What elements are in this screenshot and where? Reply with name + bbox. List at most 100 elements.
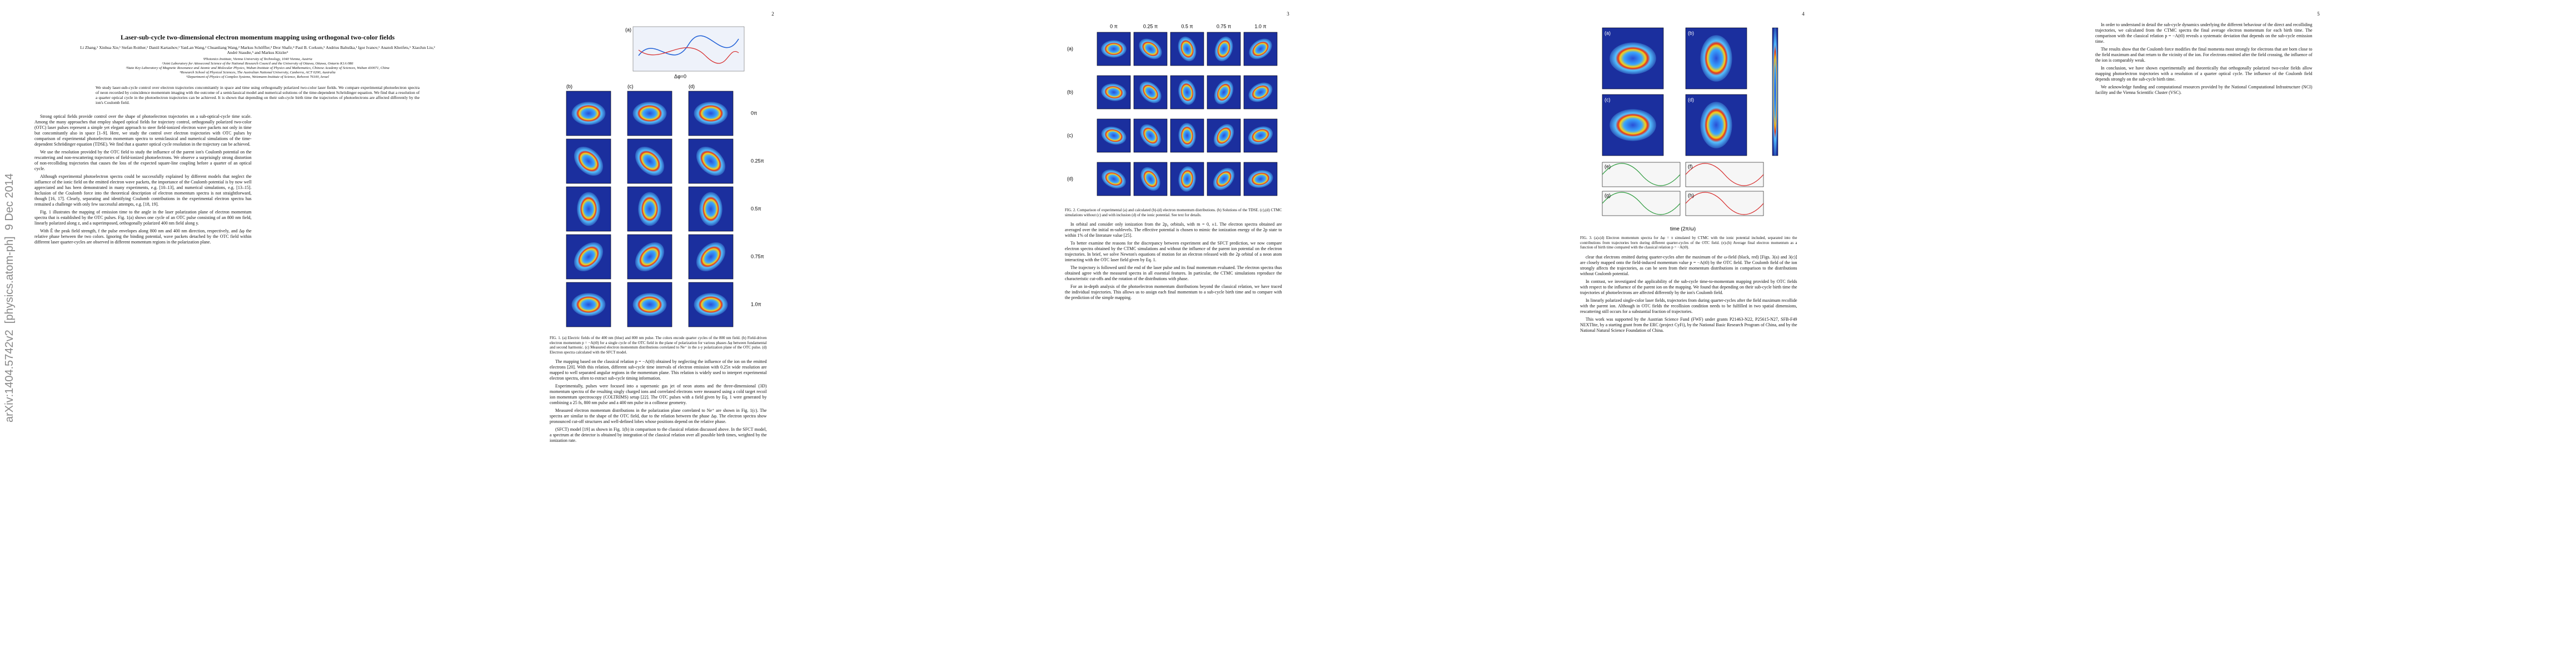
authors: Li Zhang,¹ Xinhua Xie,¹ Stefan Roither,¹… xyxy=(80,45,435,55)
momentum-map xyxy=(1243,118,1278,153)
paragraph: With Ê the peak field strength, f the pu… xyxy=(34,228,252,245)
momentum-map xyxy=(627,282,672,327)
map-distribution xyxy=(571,102,606,125)
map-distribution xyxy=(635,146,665,176)
map-distribution xyxy=(1700,102,1732,148)
momentum-map xyxy=(1170,75,1204,109)
momentum-map xyxy=(566,91,611,136)
affiliation: ⁴Research School of Physical Sciences, T… xyxy=(180,71,336,74)
figure-3: (a) (b) (c) (d) (e) (f) (g) (h) time (2π/ω) FIG. … xyxy=(1580,22,1797,250)
map-distribution xyxy=(694,102,728,125)
panel-label: (a) xyxy=(1605,30,1611,36)
page-2: 2 (a) Δφ=0 (b) (c) (d) 0π 0.25π 0.5π 0.75π 1.0π FI… xyxy=(515,0,1030,667)
phase-label: Δφ=0 xyxy=(674,73,686,79)
panel-label: (b) xyxy=(566,83,572,89)
colorbar xyxy=(1772,27,1778,156)
panel-label: (g) xyxy=(1605,192,1611,198)
momentum-map xyxy=(1133,162,1168,196)
page-3: 3 0 π 0.25 π 0.5 π 0.75 π 1.0 π (a) (b) (c) (d) F… xyxy=(1030,0,1546,667)
momentum-map xyxy=(1097,162,1131,196)
momentum-map xyxy=(1097,118,1131,153)
map-distribution xyxy=(694,293,728,316)
panel-label: (d) xyxy=(1688,97,1694,102)
page-4: 4 (a) (b) (c) (d) (e) (f) (g) (h) time (2π/ω) FIG… xyxy=(1546,0,2061,667)
abstract: We study laser-sub-cycle control over el… xyxy=(96,85,420,105)
map-distribution xyxy=(1248,170,1273,188)
map-distribution xyxy=(1213,124,1234,147)
figure-3-plot: (a) (b) (c) (d) (e) (f) (g) (h) time (2π/ω) xyxy=(1602,27,1778,231)
page-1: arXiv:1404.5742v2 [physics.atom-ph] 9 De… xyxy=(0,0,515,667)
momentum-map xyxy=(627,91,672,136)
affiliation: ³State Key Laboratory of Magnetic Resona… xyxy=(126,66,390,70)
map-distribution xyxy=(1140,167,1160,191)
paragraph: (SFCT) model [19] as shown in Fig. 1(b) … xyxy=(550,427,767,443)
momentum-map xyxy=(688,138,734,184)
field-curve xyxy=(638,35,739,56)
momentum-map xyxy=(1243,75,1278,109)
paragraph: The trajectory is followed until the end… xyxy=(1065,265,1282,281)
paragraph: We acknowledge funding and computational… xyxy=(2095,84,2313,95)
phase-label: 0.5 π xyxy=(1181,23,1193,29)
momentum-map xyxy=(1133,118,1168,153)
map-distribution xyxy=(1178,123,1196,148)
page-number: 5 xyxy=(2317,11,2320,17)
panel-label: (h) xyxy=(1688,192,1694,198)
paragraph: clear that electrons emitted during quar… xyxy=(1580,254,1797,276)
map-distribution xyxy=(1101,83,1127,101)
momentum-map xyxy=(1207,118,1241,153)
row-label: (b) xyxy=(1067,89,1073,94)
momentum-map xyxy=(627,186,672,232)
figure-1-plot: (a) Δφ=0 (b) (c) (d) 0π 0.25π 0.5π 0.75π 1.0π xyxy=(566,26,764,327)
paragraph: Strong optical fields provide control ov… xyxy=(34,114,252,147)
paragraph: In linearly polarized single-color laser… xyxy=(1580,297,1797,314)
row-label: (a) xyxy=(1067,46,1073,51)
body-text: In order to understand in detail the sub… xyxy=(2095,22,2542,645)
affiliations: ¹Photonics Institute, Vienna University … xyxy=(34,57,481,79)
map-distribution xyxy=(635,242,665,272)
panel-label: (a) xyxy=(625,27,631,32)
page-number: 4 xyxy=(1802,11,1805,17)
body-text: Strong optical fields provide control ov… xyxy=(34,114,481,570)
figure-2: 0 π 0.25 π 0.5 π 0.75 π 1.0 π (a) (b) (c) (d) FIG… xyxy=(1065,22,1282,217)
momentum-map xyxy=(1133,32,1168,66)
momentum-map xyxy=(566,234,611,280)
axis-label: time (2π/ω) xyxy=(1670,226,1696,231)
momentum-map xyxy=(688,234,734,280)
phase-label: 0π xyxy=(751,110,757,116)
momentum-map xyxy=(1207,32,1241,66)
map-distribution xyxy=(577,192,600,226)
momentum-map xyxy=(1170,32,1204,66)
time-curve xyxy=(1685,163,1764,186)
momentum-map xyxy=(688,91,734,136)
arxiv-stamp: arXiv:1404.5742v2 [physics.atom-ph] 9 De… xyxy=(3,173,16,422)
map-distribution xyxy=(632,102,667,125)
map-distribution xyxy=(638,192,661,226)
paragraph: We use the resolution provided by the OT… xyxy=(34,150,252,171)
paragraph: Experimentally, pulses were focused into… xyxy=(550,384,767,405)
momentum-map xyxy=(1097,32,1131,66)
field-3d-box xyxy=(632,26,745,72)
figure-1: (a) Δφ=0 (b) (c) (d) 0π 0.25π 0.5π 0.75π 1.0π FIG.… xyxy=(550,22,767,355)
phase-label: 0.75π xyxy=(751,253,764,259)
map-distribution xyxy=(1214,36,1233,62)
panel-label: (b) xyxy=(1688,30,1694,36)
map-distribution xyxy=(696,242,726,272)
momentum-map xyxy=(1207,162,1241,196)
title: Laser-sub-cycle two-dimensional electron… xyxy=(120,33,395,41)
paragraph: In order to understand in detail the sub… xyxy=(2095,22,2313,44)
page-number: 2 xyxy=(771,11,774,17)
body-text: 0 π 0.25 π 0.5 π 0.75 π 1.0 π (a) (b) (c) (d) FIG… xyxy=(1065,22,1511,645)
momentum-map xyxy=(1602,27,1664,89)
page-number: 3 xyxy=(1287,11,1289,17)
field-curve xyxy=(638,47,739,64)
page-5: 5 In order to understand in detail the s… xyxy=(2061,0,2576,667)
map-distribution xyxy=(1139,38,1162,59)
paragraph: In orbital and consider only ionization … xyxy=(1065,222,1282,238)
time-curve xyxy=(1602,192,1681,215)
map-distribution xyxy=(1102,169,1126,189)
phase-label: 1.0 π xyxy=(1254,23,1266,29)
map-distribution xyxy=(1178,36,1197,62)
momentum-map xyxy=(566,282,611,327)
